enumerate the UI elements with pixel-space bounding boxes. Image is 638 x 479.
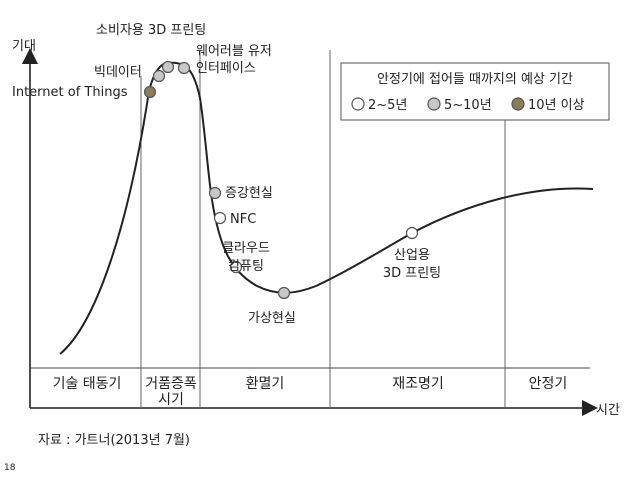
- tech-label-cloud: 클라우드: [222, 241, 270, 256]
- legend-label-10plus: 10년 이상: [528, 98, 585, 113]
- tech-label-industrial-3d: 산업용: [394, 248, 430, 263]
- legend-marker-2-5: [351, 97, 365, 111]
- marker-ar: [208, 186, 222, 200]
- marker-consumer-3d-printing: [161, 60, 175, 74]
- tech-label-wearable-ui-line2: 인터페이스: [196, 61, 256, 76]
- marker-big-data: [152, 69, 166, 83]
- legend-label-2-5: 2~5년: [368, 98, 407, 113]
- tech-label-ar: 증강현실: [225, 186, 273, 201]
- phase-label-peak: 거품증폭: [145, 376, 197, 392]
- source-note: 자료 : 가트너(2013년 7월): [38, 433, 190, 448]
- tech-label-cloud-line2: 컴퓨팅: [228, 259, 264, 274]
- marker-vr: [277, 286, 291, 300]
- page-number: 18: [4, 463, 16, 473]
- phase-label-peak-line2: 시기: [158, 392, 184, 408]
- tech-label-consumer-3d-printing: 소비자용 3D 프린팅: [96, 23, 206, 38]
- legend-title: 안정기에 접어들 때까지의 예상 기간: [377, 72, 573, 87]
- tech-label-wearable-ui: 웨어러블 유저: [196, 44, 272, 59]
- marker-nfc: [213, 211, 227, 225]
- legend-marker-5-10: [427, 97, 441, 111]
- phase-label-slope: 재조명기: [392, 376, 444, 392]
- tech-label-big-data: 빅데이터: [94, 65, 142, 80]
- legend-marker-10plus: [511, 97, 525, 111]
- tech-label-vr: 가상현실: [248, 311, 296, 326]
- phase-label-plateau: 안정기: [529, 376, 568, 392]
- phase-label-trough: 환멸기: [246, 376, 285, 392]
- x-axis-label: 시간: [596, 403, 620, 418]
- marker-wearable-ui: [177, 61, 191, 75]
- legend-box: [340, 62, 610, 121]
- marker-iot: [143, 85, 157, 99]
- legend-label-5-10: 5~10년: [444, 98, 492, 113]
- tech-label-iot: Internet of Things: [12, 85, 128, 100]
- marker-industrial-3d: [405, 226, 419, 240]
- y-axis-label: 기대: [12, 39, 36, 54]
- tech-label-nfc: NFC: [230, 212, 256, 227]
- tech-label-industrial-3d-line2: 3D 프린팅: [383, 266, 441, 281]
- phase-label-trigger: 기술 태동기: [53, 376, 122, 392]
- marker-cloud: [229, 260, 243, 274]
